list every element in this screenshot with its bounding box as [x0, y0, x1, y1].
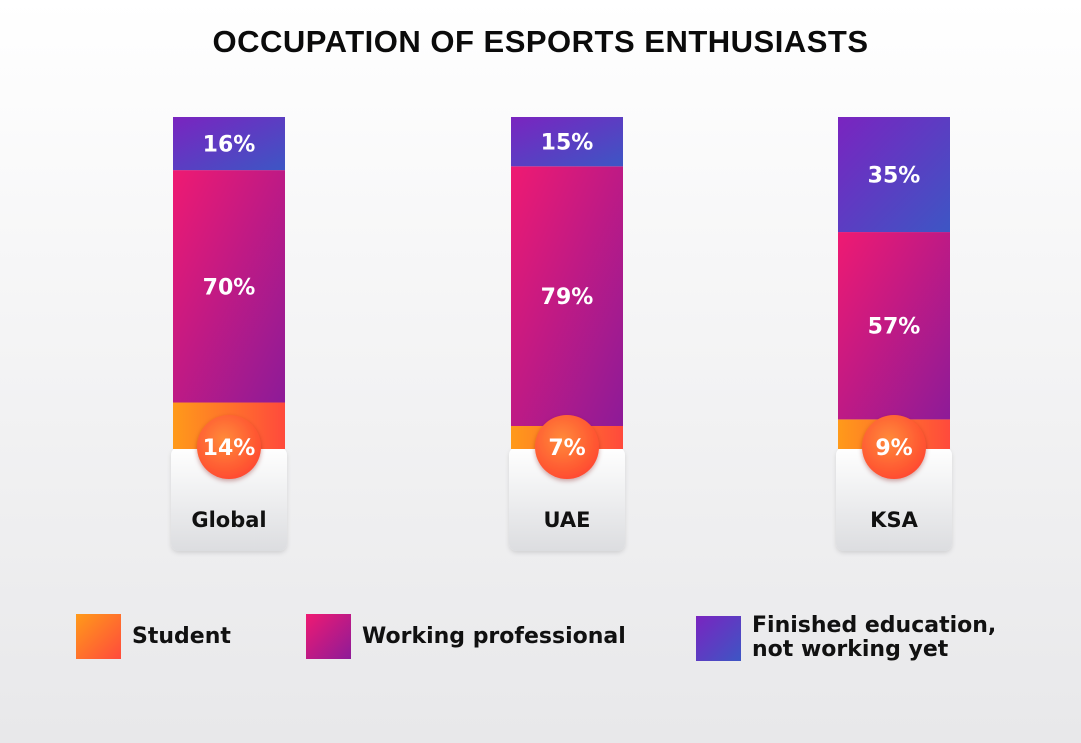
working-professional-label: 70% [203, 275, 256, 300]
bar-group-global: 70% 16% 14% Global [171, 117, 287, 551]
category-label: UAE [543, 508, 590, 532]
finished-education-swatch [696, 615, 741, 661]
finished-education-segment [838, 117, 950, 233]
student-badge-circle [197, 415, 261, 479]
legend-item-working-professional: Working professional [306, 614, 626, 659]
working-professional-segment [173, 170, 285, 403]
student-label: 9% [875, 436, 912, 461]
student-badge-circle [535, 415, 599, 479]
category-label: KSA [870, 508, 918, 532]
bar-group-ksa: 57% 35% 9% KSA [836, 117, 952, 551]
finished-education-label: 35% [868, 164, 921, 189]
student-swatch [76, 614, 121, 659]
student-label: 14% [203, 436, 256, 461]
category-card [509, 447, 625, 551]
working-professional-swatch [306, 614, 351, 659]
legend-label: Finished education, not working yet [752, 613, 997, 662]
legend-label: Student [132, 623, 231, 649]
finished-education-label: 16% [203, 133, 256, 158]
category-card [836, 447, 952, 551]
working-professional-segment [511, 166, 623, 426]
student-label: 7% [548, 436, 585, 461]
working-professional-label: 79% [541, 285, 594, 310]
legend-item-finished-education: Finished education, not working yet [696, 614, 996, 662]
finished-education-label: 15% [541, 131, 594, 156]
legend-label: Working professional [362, 623, 626, 649]
bar-group-uae: 79% 15% 7% UAE [509, 117, 625, 551]
legend-item-student: Student [76, 614, 231, 659]
working-professional-label: 57% [868, 315, 921, 340]
chart-title: OCCUPATION OF ESPORTS ENTHUSIASTS [212, 24, 869, 59]
category-card [171, 447, 287, 551]
working-professional-segment [838, 232, 950, 420]
finished-education-segment [511, 117, 623, 167]
category-label: Global [191, 508, 266, 532]
finished-education-segment [173, 117, 285, 171]
student-badge-circle [862, 415, 926, 479]
